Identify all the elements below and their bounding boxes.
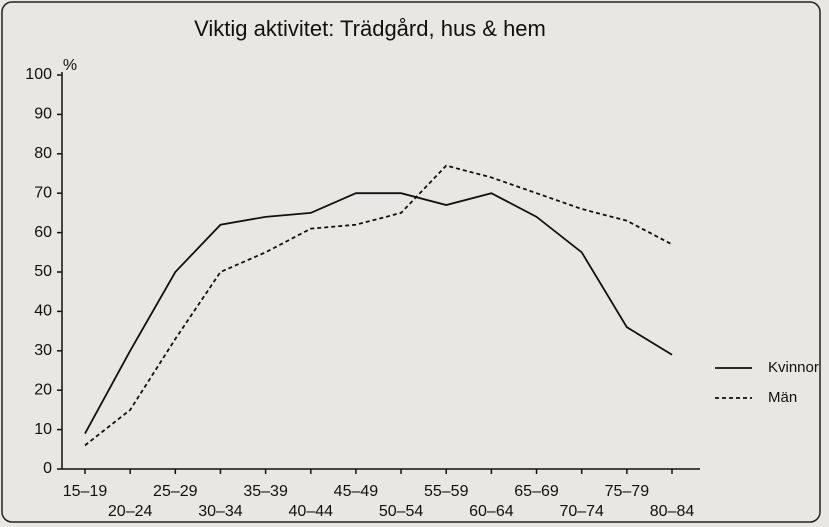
series-line <box>84 164 673 447</box>
x-tick-label: 25–29 <box>153 483 198 500</box>
y-tick-label: 70 <box>34 184 52 201</box>
y-axis-label: % <box>63 57 77 74</box>
x-tick-label: 70–74 <box>559 503 604 520</box>
y-tick-label: 10 <box>34 421 52 438</box>
x-tick-label: 60–64 <box>469 503 514 520</box>
y-tick-label: 90 <box>34 106 52 123</box>
legend-label: Kvinnor <box>768 359 819 376</box>
y-tick-label: 50 <box>34 263 52 280</box>
y-tick-label: 80 <box>34 145 52 162</box>
x-tick-label: 80–84 <box>650 503 695 520</box>
x-tick-label: 55–59 <box>424 483 469 500</box>
x-tick-label: 20–24 <box>108 503 153 520</box>
x-tick-label: 75–79 <box>605 483 650 500</box>
chart-title: Viktig aktivitet: Trädgård, hus & hem <box>194 16 546 41</box>
x-tick-label: 45–49 <box>334 483 379 500</box>
y-tick-label: 30 <box>34 342 52 359</box>
x-tick-label: 40–44 <box>289 503 334 520</box>
legend-label: Män <box>768 389 797 406</box>
frame <box>1 1 821 523</box>
y-tick-label: 20 <box>34 381 52 398</box>
y-tick-label: 0 <box>43 460 52 477</box>
y-tick-label: 100 <box>25 66 52 83</box>
x-tick-label: 50–54 <box>379 503 424 520</box>
series-line <box>84 192 673 434</box>
x-tick-label: 65–69 <box>514 483 559 500</box>
x-tick-label: 35–39 <box>243 483 288 500</box>
y-tick-label: 60 <box>34 224 52 241</box>
y-tick-label: 40 <box>34 303 52 320</box>
x-tick-label: 15–19 <box>63 483 108 500</box>
x-tick-label: 30–34 <box>198 503 243 520</box>
